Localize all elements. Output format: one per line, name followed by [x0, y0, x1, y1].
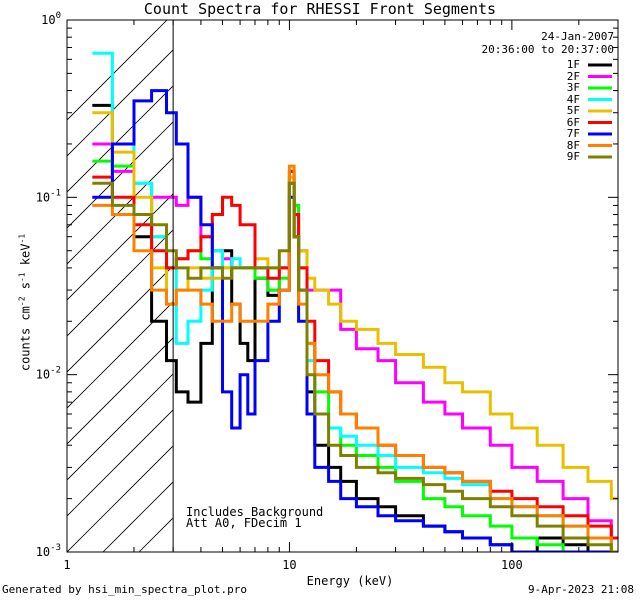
- axis-ticks: [66, 19, 619, 553]
- legend-label-3f: 3F: [566, 81, 580, 94]
- generated-by-text: Generated by hsi_min_spectra_plot.pro: [2, 583, 248, 596]
- y-tick-label: 10-1: [36, 188, 61, 204]
- hatch-line: [67, 373, 174, 481]
- x-tick-label: 100: [501, 558, 523, 572]
- observation-time-range: 20:36:00 to 20:37:00: [481, 43, 614, 56]
- legend-label-1f: 1F: [566, 58, 580, 71]
- series-2f-line: [92, 142, 618, 540]
- observation-date: 24-Jan-2007: [541, 30, 614, 43]
- hatch-line: [67, 409, 174, 517]
- legend-label-4f: 4F: [566, 92, 580, 106]
- generated-timestamp: 9-Apr-2023 21:08: [528, 583, 634, 596]
- hatch-line: [67, 229, 174, 337]
- hatch-line: [427, 0, 640, 552]
- legend-label-2f: 2F: [566, 69, 580, 83]
- excluded-energy-hatch: [67, 0, 640, 552]
- legend: [588, 63, 612, 159]
- series-layer: [92, 51, 618, 552]
- legend-label-7f: 7F: [566, 127, 580, 140]
- x-tick-label: 10: [282, 558, 296, 572]
- x-axis-label: Energy (keV): [306, 574, 394, 588]
- hatch-line: [67, 20, 168, 121]
- series-7f-line: [92, 89, 618, 552]
- hatch-line: [319, 0, 640, 552]
- y-tick-label: 10-3: [36, 543, 61, 559]
- y-axis-label: counts cm-2 s-1 keV-1: [17, 233, 33, 372]
- hatch-line: [607, 0, 640, 552]
- series-9f-line: [92, 181, 618, 552]
- axis-tick-labels: 1 10 100 10-3 10-2 10-1 100: [36, 11, 523, 572]
- x-tick-label: 1: [63, 558, 70, 572]
- chart-title: Count Spectra for RHESSI Front Segments: [143, 0, 497, 18]
- hatch-line: [355, 0, 640, 552]
- annotation-attenuator: Att A0, FDecim 1: [186, 516, 302, 530]
- plot-frame: [66, 19, 619, 553]
- hatch-line: [571, 0, 640, 552]
- hatch-line: [67, 193, 174, 301]
- hatch-line: [391, 0, 640, 552]
- hatch-line: [67, 85, 174, 193]
- y-tick-label: 100: [41, 11, 61, 27]
- legend-label-8f: 8F: [566, 138, 580, 152]
- legend-label-5f: 5F: [566, 104, 580, 117]
- hatch-line: [67, 301, 174, 409]
- legend-label-6f: 6F: [566, 115, 580, 129]
- hatch-line: [67, 49, 174, 157]
- y-tick-label: 10-2: [36, 366, 61, 382]
- legend-label-9f: 9F: [566, 150, 580, 163]
- annotation-background: Includes Background: [186, 505, 324, 519]
- hatch-line: [283, 0, 640, 552]
- hatch-line: [67, 445, 174, 552]
